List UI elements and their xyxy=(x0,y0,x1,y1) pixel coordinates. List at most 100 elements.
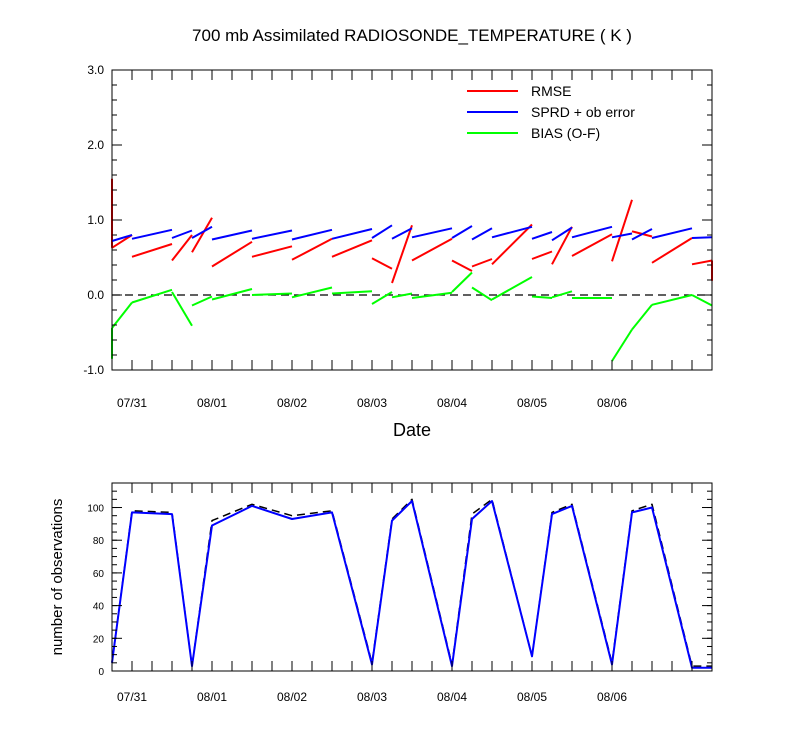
y-axis-label: number of observations xyxy=(49,499,66,656)
series-0-segment-7 xyxy=(291,237,333,261)
series-1-segment-17 xyxy=(611,232,633,239)
x-tick-label: 08/06 xyxy=(597,690,627,704)
x-tick-label: 08/04 xyxy=(437,396,467,410)
series-0-segment-9 xyxy=(371,257,393,270)
y-tick-label: 80 xyxy=(93,536,105,547)
x-axis-label: Date xyxy=(393,420,431,440)
series-1-segment-15 xyxy=(551,226,573,242)
x-tick-label: 08/03 xyxy=(357,396,387,410)
series-0-segment-11 xyxy=(411,237,453,262)
series-2-segment-14 xyxy=(491,276,533,301)
series-1-segment-1 xyxy=(131,228,173,240)
y-tick-label: 1.0 xyxy=(87,213,104,227)
series-2-segment-2 xyxy=(131,288,173,304)
series-0-segment-6 xyxy=(251,245,293,258)
series-2-segment-20 xyxy=(651,294,693,306)
y-tick-label: 20 xyxy=(93,634,105,645)
series-0-segment-18 xyxy=(611,199,633,262)
series-1-segment-16 xyxy=(571,225,613,239)
series-1-segment-6 xyxy=(291,228,333,241)
top-y-axis: -1.0 0.0 1.0 2.0 3.0 xyxy=(83,63,712,377)
series-1-segment-19 xyxy=(651,227,693,239)
y-tick-label: 3.0 xyxy=(87,63,104,77)
series-0-segment-10 xyxy=(391,224,413,284)
series-0-segment-20 xyxy=(651,237,693,264)
series-0-segment-2 xyxy=(131,243,173,258)
series-1-segment-8 xyxy=(371,224,393,239)
bottom-y-axis: 0 20 40 60 80 100 xyxy=(87,482,712,678)
series-0-segment-4 xyxy=(191,217,213,253)
series-1-segment-11 xyxy=(451,225,473,239)
series-2-segment-15 xyxy=(531,295,553,299)
series-2-segment-1 xyxy=(111,301,133,329)
top-x-axis: 07/31 08/01 08/02 08/03 08/04 08/05 08/06 xyxy=(111,70,713,410)
y-tick-label: 0 xyxy=(98,667,104,678)
series-0-segment-14 xyxy=(491,223,533,266)
x-tick-label: 08/01 xyxy=(197,396,227,410)
series-1-segment-3 xyxy=(191,225,213,239)
y-tick-label: 100 xyxy=(87,504,104,515)
y-tick-label: 2.0 xyxy=(87,138,104,152)
x-tick-label: 08/05 xyxy=(517,396,547,410)
series-1-segment-20 xyxy=(691,236,713,239)
series-1-segment-9 xyxy=(391,227,413,240)
series-2-segment-9 xyxy=(371,291,393,305)
series-0-segment-8 xyxy=(331,239,373,258)
series-0-segment-3 xyxy=(171,234,193,262)
series-1-segment-13 xyxy=(491,225,533,239)
series-2-segment-18 xyxy=(611,328,633,362)
series-2-segment-4 xyxy=(191,295,213,307)
series-2-segment-7 xyxy=(291,286,333,299)
series-0-segment-21 xyxy=(691,259,713,266)
chart-title: 700 mb Assimilated RADIOSONDE_TEMPERATUR… xyxy=(192,26,632,45)
series-1-segment-18 xyxy=(631,228,653,241)
y-tick-label: -1.0 xyxy=(83,363,104,377)
series-2-segment-21 xyxy=(691,294,713,307)
series-1-segment-5 xyxy=(251,229,293,240)
series-1-segment-4 xyxy=(211,229,253,241)
legend-label: SPRD + ob error xyxy=(531,104,635,120)
x-tick-label: 08/03 xyxy=(357,690,387,704)
legend: RMSE SPRD + ob error BIAS (O-F) xyxy=(467,83,635,141)
series-2-segment-8 xyxy=(331,290,373,295)
series-1-segment-12 xyxy=(471,227,493,241)
top-series-lines xyxy=(111,178,713,362)
x-tick-label: 08/05 xyxy=(517,690,547,704)
y-tick-label: 60 xyxy=(93,569,105,580)
x-tick-label: 08/01 xyxy=(197,690,227,704)
series-2-segment-13 xyxy=(471,286,493,302)
legend-label: RMSE xyxy=(531,83,571,99)
series-0-segment-5 xyxy=(211,240,253,268)
x-tick-label: 08/06 xyxy=(597,396,627,410)
series-2-segment-5 xyxy=(211,288,253,301)
series-0-segment-1 xyxy=(111,234,133,249)
x-tick-label: 07/31 xyxy=(117,396,147,410)
x-tick-label: 08/02 xyxy=(277,690,307,704)
series-2-segment-12 xyxy=(451,271,473,293)
series-0-segment-16 xyxy=(551,226,573,265)
x-tick-label: 07/31 xyxy=(117,690,147,704)
x-tick-label: 08/04 xyxy=(437,690,467,704)
bottom-plot-frame xyxy=(111,482,713,672)
series-2-segment-16 xyxy=(551,290,573,299)
series-1-segment-14 xyxy=(531,231,553,240)
series-2-segment-11 xyxy=(411,291,453,299)
series-0-segment-12 xyxy=(451,259,473,272)
y-tick-label: 40 xyxy=(93,602,105,613)
series-1-segment-7 xyxy=(331,228,373,240)
series-0-segment-15 xyxy=(531,250,553,260)
y-tick-label: 0.0 xyxy=(87,288,104,302)
bottom-series-lines xyxy=(111,498,712,669)
series-2-segment-6 xyxy=(251,292,293,296)
series-0-segment-13 xyxy=(471,258,493,268)
series-2-segment-10 xyxy=(391,292,413,299)
series-0-segment-17 xyxy=(571,233,613,257)
bottom-x-axis: 07/31 08/01 08/02 08/03 08/04 08/05 08/06 xyxy=(111,483,713,704)
series-2-segment-3 xyxy=(171,291,193,327)
legend-label: BIAS (O-F) xyxy=(531,125,600,141)
series-1-segment-2 xyxy=(171,229,193,239)
series-1-segment-0 xyxy=(111,234,133,242)
series-1-segment-10 xyxy=(411,227,453,239)
